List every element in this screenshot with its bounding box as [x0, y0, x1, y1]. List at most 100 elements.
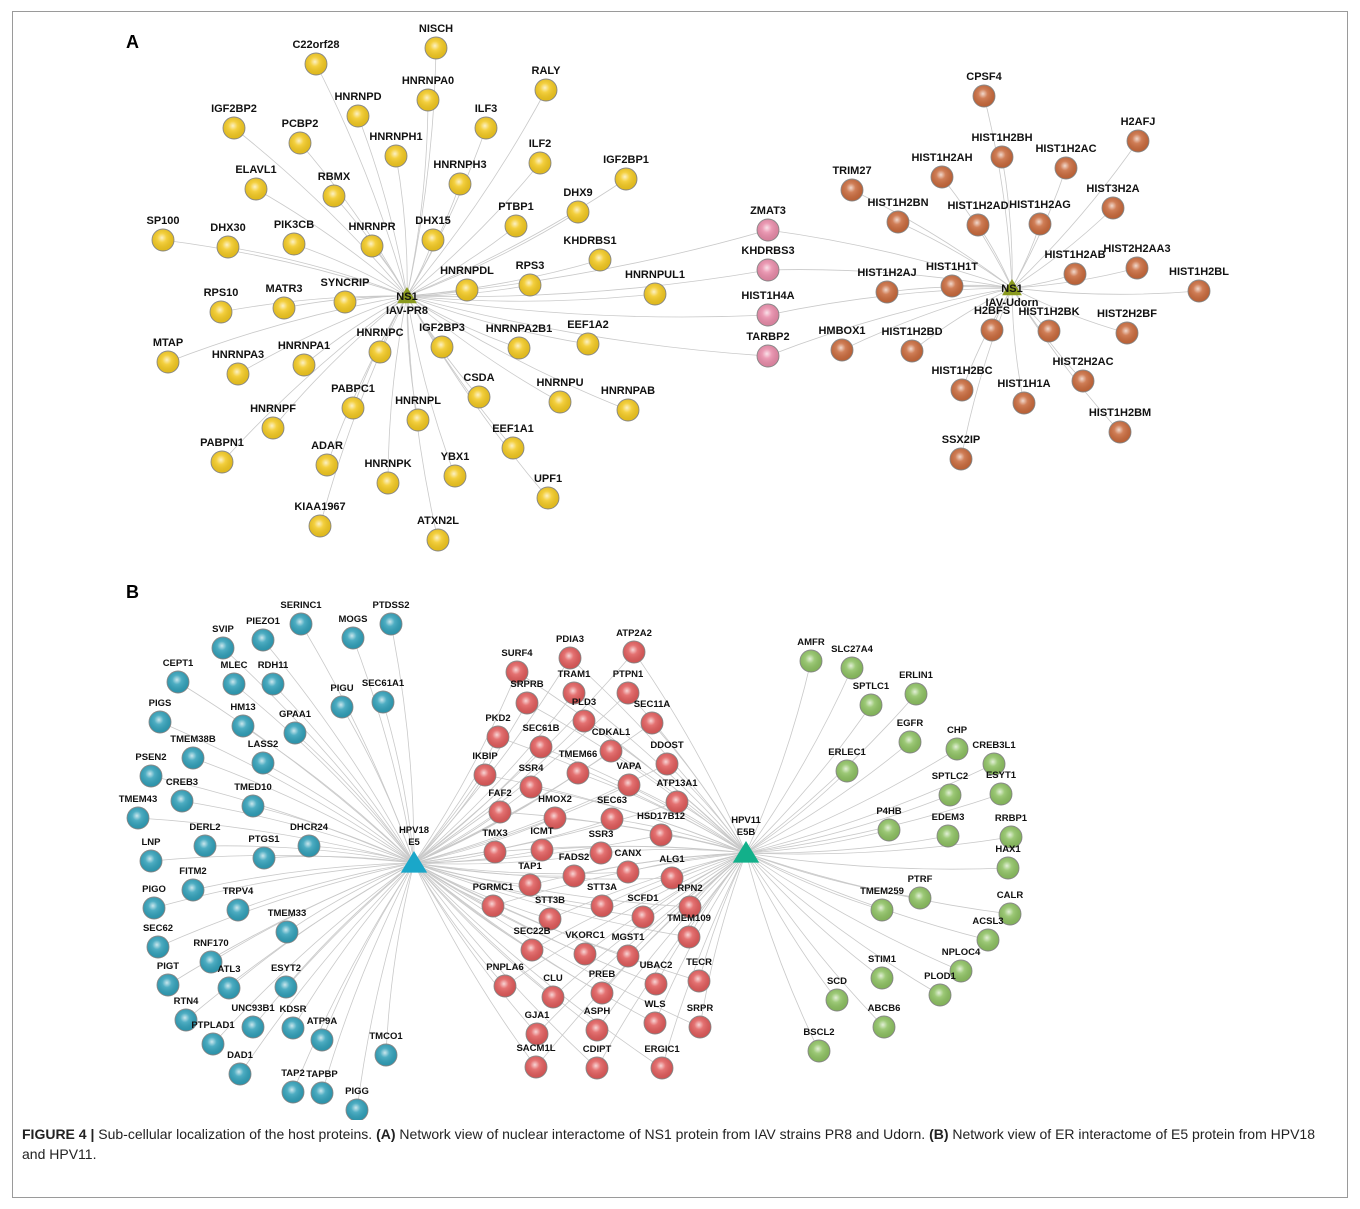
node-label-eef1a2: EEF1A2	[567, 319, 609, 331]
node-tmem259	[870, 898, 894, 922]
node-label-alg1: ALG1	[659, 854, 685, 865]
node-dhx9	[566, 200, 590, 224]
node-label-ddost: DDOST	[650, 740, 683, 751]
node-preb	[590, 981, 614, 1005]
node-cpsf4	[972, 84, 996, 108]
node-sp100	[151, 228, 175, 252]
node-label-csda: CSDA	[463, 372, 494, 384]
node-sacm1l	[524, 1055, 548, 1079]
edge-ptrf-h_hpv11	[745, 852, 921, 899]
edge-dad1-h_hpv18	[239, 862, 415, 1075]
edge-tecr-h_hpv11	[698, 852, 747, 982]
node-label-igf2bp3: IGF2BP3	[419, 322, 465, 334]
edge-esyt2-h_hpv18	[285, 862, 415, 988]
node-label-svip: SVIP	[212, 624, 234, 635]
node-label-khdrbs3: KHDRBS3	[741, 245, 794, 257]
node-label-trim27: TRIM27	[832, 165, 871, 177]
node-hnrnpa3	[226, 362, 250, 386]
node-label-hist2h2aa3: HIST2H2AA3	[1103, 243, 1170, 255]
node-sec61b	[529, 735, 553, 759]
edge-dhx30-h_pr8	[227, 246, 408, 297]
node-rdh11	[261, 672, 285, 696]
edge-atl3-h_hpv18	[228, 862, 415, 989]
node-label-hm13: HM13	[230, 702, 255, 713]
node-h2afj	[1126, 129, 1150, 153]
node-label-rtn4: RTN4	[174, 996, 200, 1007]
edge-tmem109-h_hpv18	[413, 862, 690, 938]
edge-srpr-h_hpv18	[413, 862, 701, 1028]
node-acsl3	[976, 928, 1000, 952]
node-tapbp	[310, 1081, 334, 1105]
edge-sp100-h_pr8	[162, 239, 408, 297]
node-rpn2	[678, 895, 702, 919]
node-asph	[585, 1018, 609, 1042]
edge-ssx2ip-h_udorn	[960, 287, 1013, 460]
node-label-rbmx: RBMX	[318, 171, 351, 183]
node-atp9a	[310, 1028, 334, 1052]
node-rbmx	[322, 184, 346, 208]
node-ptplad1	[201, 1032, 225, 1056]
node-label-igf2bp1: IGF2BP1	[603, 154, 649, 166]
caption-text-2: Network view of nuclear interactome of N…	[395, 1126, 930, 1142]
node-srprb	[515, 691, 539, 715]
node-label-pik3cb: PIK3CB	[274, 219, 314, 231]
node-label-faf2: FAF2	[488, 788, 511, 799]
node-hm13	[231, 714, 255, 738]
edge-alg1-h_hpv18	[413, 862, 673, 880]
edge-calr-h_hpv11	[745, 852, 1011, 915]
node-label-pgrmc1: PGRMC1	[473, 882, 514, 893]
node-label-kiaa1967: KIAA1967	[294, 501, 345, 513]
labels-layer: NISCH C22orf28 RALY HNRNPA0 HNRNPD IGF2BP2 PCB…	[119, 23, 1229, 1097]
edge-atp2a2-h_hpv11	[633, 651, 747, 854]
node-label-cept1: CEPT1	[163, 658, 194, 669]
edge-hnrnpul1-h_pr8	[406, 293, 656, 302]
edge-cept1-h_hpv18	[177, 681, 415, 864]
node-label-pigo: PIGO	[142, 884, 166, 895]
node-label-gja1: GJA1	[525, 1010, 551, 1021]
node-label-hist1h2bl: HIST1H2BL	[1169, 266, 1229, 278]
edge-ssr4-h_hpv18	[413, 786, 532, 864]
node-pigo	[142, 896, 166, 920]
node-c22orf28	[304, 52, 328, 76]
node-syncrip	[333, 290, 357, 314]
node-label-trpv4: TRPV4	[223, 886, 254, 897]
node-rnf170	[199, 950, 223, 974]
node-rrbp1	[999, 825, 1023, 849]
node-label-ptbp1: PTBP1	[498, 201, 533, 213]
figure-caption: FIGURE 4 | Sub-cellular localization of …	[22, 1124, 1342, 1164]
node-label-tmem33: TMEM33	[268, 908, 307, 919]
node-plod1	[928, 983, 952, 1007]
node-label-mlec: MLEC	[221, 660, 248, 671]
node-label-atp2a2: ATP2A2	[616, 628, 652, 639]
edge-psen2-h_hpv18	[150, 775, 415, 864]
node-label-pigg: PIGG	[345, 1086, 369, 1097]
node-label-hist1h2bc: HIST1H2BC	[931, 365, 992, 377]
node-p4hb	[877, 818, 901, 842]
edge-tmem43-h_hpv18	[137, 817, 415, 864]
node-label-ilf3: ILF3	[475, 103, 498, 115]
edge-ssr3-h_hpv11	[600, 848, 747, 854]
node-label-hist1h2ac: HIST1H2AC	[1035, 143, 1096, 155]
node-label-mogs: MOGS	[338, 614, 367, 625]
node-hist1h2ad	[966, 213, 990, 237]
edge-atp2a2-h_hpv18	[413, 651, 635, 864]
node-label-tap2: TAP2	[281, 1068, 305, 1079]
node-label-dad1: DAD1	[227, 1050, 254, 1061]
edge-sacm1l-h_hpv18	[413, 862, 537, 1068]
node-label-hnrnpc: HNRNPC	[356, 327, 403, 339]
node-label-ilf2: ILF2	[529, 138, 552, 150]
node-label-sec22b: SEC22B	[514, 926, 551, 937]
edges-layer	[137, 47, 1200, 1111]
node-label-ptpn1: PTPN1	[613, 669, 644, 680]
node-label-hax1: HAX1	[995, 844, 1021, 855]
edge-tarbp2-h_udorn	[767, 287, 1013, 357]
node-hist1h2bk	[1037, 319, 1061, 343]
node-igf2bp3	[430, 335, 454, 359]
node-amfr	[799, 649, 823, 673]
node-upf1	[536, 486, 560, 510]
node-label-hnrnpab: HNRNPAB	[601, 385, 655, 397]
hub-label-e5b-1: E5B	[737, 827, 756, 838]
node-ptbp1	[504, 214, 528, 238]
node-tmem109	[677, 925, 701, 949]
node-label-pld3: PLD3	[572, 697, 596, 708]
